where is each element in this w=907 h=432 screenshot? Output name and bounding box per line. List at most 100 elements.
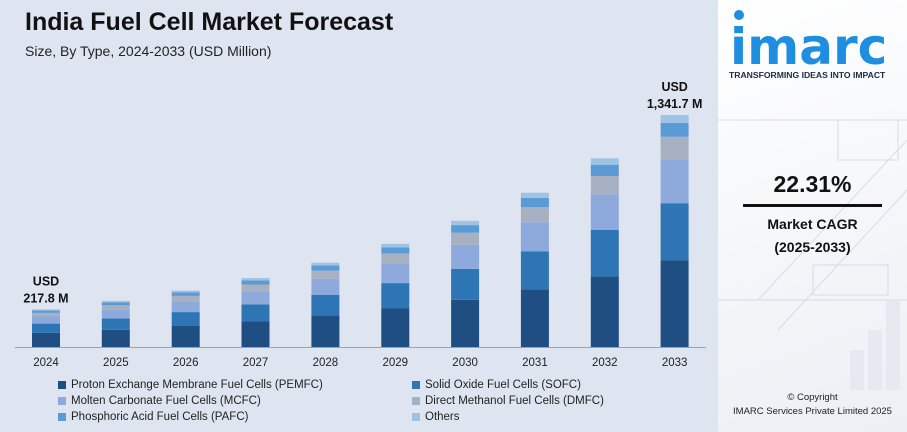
legend-label: Proton Exchange Membrane Fuel Cells (PEM… xyxy=(71,379,323,391)
bar-segment-2030-series-2 xyxy=(451,244,480,269)
bar-segment-2029-series-0 xyxy=(381,308,410,347)
bar-segment-2030-series-3 xyxy=(451,232,480,245)
bar-segment-2028-series-2 xyxy=(311,278,340,295)
x-tick-label: 2030 xyxy=(452,357,478,369)
legend-swatch xyxy=(58,397,66,405)
x-tick-label: 2024 xyxy=(33,357,59,369)
chart-panel: India Fuel Cell Market Forecast Size, By… xyxy=(15,8,706,425)
copyright-line1: © Copyright xyxy=(787,392,838,403)
bar-segment-2033-series-3 xyxy=(660,136,689,160)
x-tick-label: 2032 xyxy=(592,357,618,369)
bar-segment-2024-series-3 xyxy=(32,312,60,317)
bar-segment-2024-series-4 xyxy=(32,310,60,313)
bar-segment-2027-series-1 xyxy=(241,304,270,322)
bar-segment-2028-series-5 xyxy=(311,262,340,266)
cagr-label: Market CAGR xyxy=(767,216,858,232)
bar-segment-2026-series-1 xyxy=(171,312,200,326)
total-annotation-2033-line2: 1,341.7 M xyxy=(647,97,703,111)
bar-segment-2026-series-0 xyxy=(171,325,200,347)
cagr-period: (2025-2033) xyxy=(774,239,851,255)
bar-segment-2029-series-2 xyxy=(381,263,410,284)
bar-segment-2025-series-1 xyxy=(101,318,130,330)
bar-segment-2028-series-3 xyxy=(311,270,340,279)
bar-segment-2031-series-5 xyxy=(520,192,549,198)
bar-segment-2025-series-2 xyxy=(101,309,130,319)
legend-item: Solid Oxide Fuel Cells (SOFC) xyxy=(412,377,688,393)
x-tick-label: 2029 xyxy=(382,357,408,369)
bar-segment-2026-series-2 xyxy=(171,301,200,313)
legend-item: Molten Carbonate Fuel Cells (MCFC) xyxy=(58,393,412,409)
bar-segment-2026-series-4 xyxy=(171,292,200,296)
bar-segment-2031-series-3 xyxy=(520,207,549,223)
bar-segment-2027-series-3 xyxy=(241,284,270,292)
legend-label: Others xyxy=(425,411,460,423)
bar-segment-2032-series-5 xyxy=(590,158,619,165)
bar-segment-2027-series-4 xyxy=(241,280,270,285)
stacked-bar-chart: 2024 2025 2026 2027 2028 2029 2030 2031 2032 2033… xyxy=(15,80,706,369)
bar-segment-2028-series-0 xyxy=(311,315,340,347)
bar-segment-2029-series-5 xyxy=(381,243,410,248)
bar-segment-2027-series-2 xyxy=(241,291,270,305)
logo-dot xyxy=(734,10,744,20)
legend-label: Direct Methanol Fuel Cells (DMFC) xyxy=(425,395,604,407)
bar-segment-2025-series-4 xyxy=(101,302,130,306)
legend-swatch xyxy=(58,413,66,421)
imarc-logo: imarc xyxy=(730,18,888,76)
bar-segment-2029-series-4 xyxy=(381,247,410,254)
legend-swatch xyxy=(412,381,420,389)
cagr-value: 22.31% xyxy=(773,171,852,197)
side-panel: imarc TRANSFORMING IDEAS INTO IMPACT 22.… xyxy=(718,0,907,432)
legend-item: Direct Methanol Fuel Cells (DMFC) xyxy=(412,393,688,409)
brand-tagline: TRANSFORMING IDEAS INTO IMPACT xyxy=(729,70,886,80)
x-tick-label: 2028 xyxy=(313,357,339,369)
legend-swatch xyxy=(58,381,66,389)
chart-legend: Proton Exchange Membrane Fuel Cells (PEM… xyxy=(58,377,688,425)
bar-segment-2025-series-5 xyxy=(101,300,130,303)
bar-segment-2032-series-3 xyxy=(590,176,619,195)
bar-segment-2025-series-3 xyxy=(101,305,130,310)
bar-segment-2032-series-1 xyxy=(590,230,619,277)
bar-segment-2026-series-3 xyxy=(171,295,200,302)
bar-segment-2025-series-0 xyxy=(101,329,130,347)
bar-segment-2030-series-4 xyxy=(451,225,480,233)
background-decoration xyxy=(718,119,907,390)
copyright-line2: IMARC Services Private Limited 2025 xyxy=(733,406,892,417)
bar-segment-2033-series-1 xyxy=(660,203,689,261)
chart-subtitle: Size, By Type, 2024-2033 (USD Million) xyxy=(25,43,272,59)
bar-segment-2024-series-2 xyxy=(32,316,60,324)
legend-item: Phosphoric Acid Fuel Cells (PAFC) xyxy=(58,409,412,425)
bar-segment-2033-series-2 xyxy=(660,159,689,204)
bar-segment-2026-series-5 xyxy=(171,290,200,293)
bar-segment-2029-series-1 xyxy=(381,283,410,309)
legend-swatch xyxy=(412,413,420,421)
bar-segment-2024-series-0 xyxy=(32,332,60,347)
bar-segment-2033-series-4 xyxy=(660,122,689,137)
x-tick-label: 2025 xyxy=(103,357,129,369)
chart-title: India Fuel Cell Market Forecast xyxy=(25,8,394,36)
x-tick-label: 2027 xyxy=(243,357,269,369)
total-annotation-2033-line1: USD xyxy=(661,80,687,94)
bar-segment-2030-series-0 xyxy=(451,299,480,347)
bar-segment-2031-series-2 xyxy=(520,222,549,252)
bar-segment-2028-series-4 xyxy=(311,265,340,271)
bar-segment-2030-series-5 xyxy=(451,220,480,226)
bar-segment-2028-series-1 xyxy=(311,294,340,316)
bar-segment-2029-series-3 xyxy=(381,253,410,264)
bar-segment-2032-series-4 xyxy=(590,164,619,176)
legend-label: Molten Carbonate Fuel Cells (MCFC) xyxy=(71,395,261,407)
bar-segment-2031-series-0 xyxy=(520,289,549,347)
bar-segment-2024-series-5 xyxy=(32,309,60,311)
x-tick-label: 2033 xyxy=(662,357,688,369)
bar-segment-2030-series-1 xyxy=(451,268,480,300)
bar-segment-2024-series-1 xyxy=(32,323,60,333)
bar-segment-2027-series-5 xyxy=(241,278,270,281)
copyright: © Copyright IMARC Services Private Limit… xyxy=(718,391,907,419)
legend-label: Solid Oxide Fuel Cells (SOFC) xyxy=(425,379,581,391)
bar-segment-2033-series-0 xyxy=(660,260,689,347)
legend-item: Others xyxy=(412,409,688,425)
bar-segment-2031-series-4 xyxy=(520,197,549,208)
x-tick-label: 2031 xyxy=(522,357,548,369)
x-tick-label: 2026 xyxy=(173,357,199,369)
total-annotation-2024-line2: 217.8 M xyxy=(23,291,68,305)
legend-item: Proton Exchange Membrane Fuel Cells (PEM… xyxy=(58,377,412,393)
